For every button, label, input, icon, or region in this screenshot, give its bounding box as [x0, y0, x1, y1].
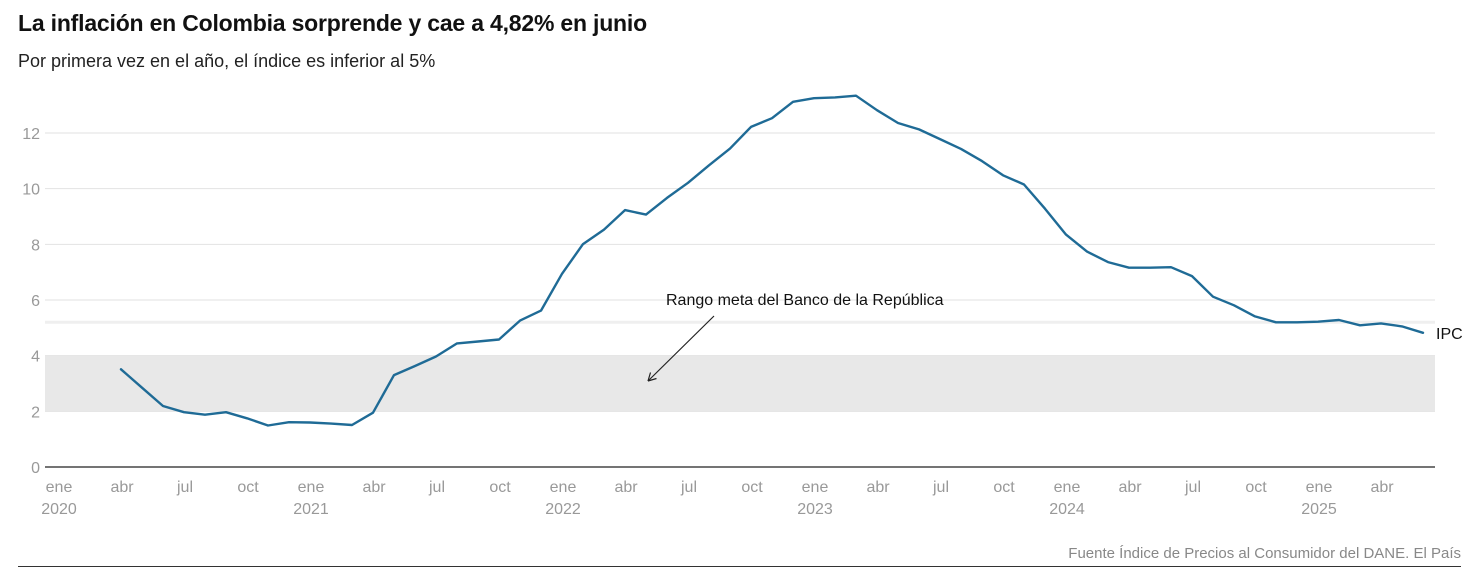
x-tick-year-label: 2020 [41, 501, 77, 518]
x-tick-label: jul [1184, 479, 1201, 496]
y-tick-label: 6 [31, 293, 40, 310]
x-tick-label: jul [176, 479, 193, 496]
x-tick-label: oct [237, 479, 259, 496]
x-tick-label: oct [993, 479, 1015, 496]
target-band-layer [45, 355, 1435, 412]
chart-title: La inflación en Colombia sorprende y cae… [18, 10, 647, 36]
x-axis-ticks: ene 2020 abr jul oct ene 2021 abr jul oct ene 2022 a… [41, 479, 1394, 518]
x-tick-label: jul [428, 479, 445, 496]
series-line-ipc [119, 94, 1425, 427]
series-end-label: IPC [1436, 326, 1463, 343]
x-tick-year-label: 2023 [797, 501, 833, 518]
source-note: Fuente Índice de Precios al Consumidor d… [1068, 545, 1461, 562]
y-tick-label: 2 [31, 404, 40, 421]
x-tick-label: ene [46, 479, 73, 496]
chart-subtitle: Por primera vez en el año, el índice es … [18, 51, 436, 71]
x-tick-label: abr [1118, 479, 1142, 496]
y-tick-label: 0 [31, 460, 40, 477]
x-tick-label: oct [741, 479, 763, 496]
y-axis-ticks: 0 2 4 6 8 10 12 [22, 126, 40, 477]
x-tick-label: abr [614, 479, 638, 496]
annotation-arrow [647, 315, 715, 382]
x-tick-label: ene [298, 479, 325, 496]
x-tick-label: jul [932, 479, 949, 496]
gridlines [45, 132, 1435, 468]
annotation-arrowhead [647, 372, 657, 382]
x-tick-year-label: 2021 [293, 501, 329, 518]
footer-divider [18, 566, 1461, 567]
x-tick-label: oct [1245, 479, 1267, 496]
x-tick-label: ene [550, 479, 577, 496]
target-range-band [45, 355, 1435, 412]
x-tick-label: oct [489, 479, 511, 496]
x-tick-label: ene [802, 479, 829, 496]
x-tick-label: ene [1306, 479, 1333, 496]
y-tick-label: 8 [31, 237, 40, 254]
y-tick-label: 12 [22, 126, 40, 143]
x-tick-label: abr [110, 479, 134, 496]
x-tick-label: ene [1054, 479, 1081, 496]
series-layer: IPC [119, 94, 1463, 427]
y-tick-label: 10 [22, 182, 40, 199]
x-tick-year-label: 2024 [1049, 501, 1085, 518]
x-tick-year-label: 2022 [545, 501, 581, 518]
y-tick-label: 4 [31, 349, 40, 366]
annotation-layer: Rango meta del Banco de la República [647, 292, 944, 382]
x-tick-label: abr [1370, 479, 1394, 496]
x-tick-label: abr [866, 479, 890, 496]
x-tick-label: abr [362, 479, 386, 496]
band-annotation-label: Rango meta del Banco de la República [666, 292, 944, 309]
x-tick-label: jul [680, 479, 697, 496]
x-tick-year-label: 2025 [1301, 501, 1337, 518]
